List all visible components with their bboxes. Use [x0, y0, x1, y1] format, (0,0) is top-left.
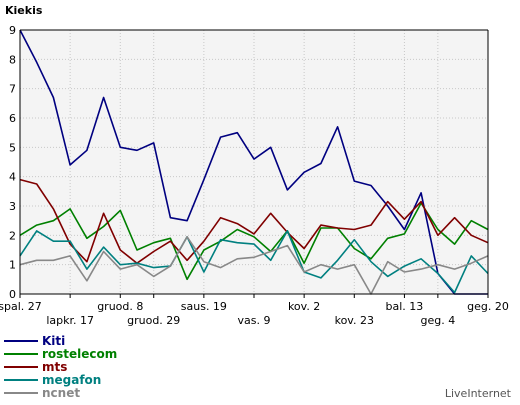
chart-title: Kiekis — [5, 4, 43, 17]
x-tick-label: gruod. 8 — [97, 300, 143, 313]
legend-label: megafon — [42, 373, 101, 387]
x-tick-label: vas. 9 — [238, 314, 271, 327]
x-tick-label: spal. 27 — [0, 300, 42, 313]
x-tick-label: kov. 23 — [335, 314, 374, 327]
y-tick-label: 6 — [9, 112, 16, 125]
legend-label: mts — [42, 360, 67, 374]
plot-area: 0 1 2 3 4 5 6 7 8 9 spal. 27 gruod. 8 saus. 19 kov. 2… — [0, 24, 509, 327]
x-tick-label: saus. 19 — [181, 300, 227, 313]
legend-label: Kiti — [42, 334, 65, 348]
legend-label: rostelecom — [42, 347, 117, 361]
x-tick-label: geg. 4 — [420, 314, 455, 327]
y-tick-label: 4 — [9, 171, 16, 184]
x-tick-label: lapkr. 17 — [46, 314, 94, 327]
legend-label: ncnet — [42, 386, 80, 400]
x-tick-label: kov. 2 — [288, 300, 320, 313]
y-tick-label: 0 — [9, 288, 16, 301]
y-tick-label: 5 — [9, 141, 16, 154]
y-tick-label: 7 — [9, 83, 16, 96]
series-line-ncnet — [19, 236, 489, 295]
y-tick-label: 1 — [9, 259, 16, 272]
y-tick-label: 3 — [9, 200, 16, 213]
y-tick-label: 9 — [9, 24, 16, 37]
x-tick-label: geg. 20 — [467, 300, 509, 313]
x-tick-label: gruod. 29 — [127, 314, 180, 327]
series-line-megafon — [19, 230, 489, 294]
series-line-mts — [19, 178, 489, 265]
x-tick-label: bal. 13 — [386, 300, 424, 313]
y-tick-label: 2 — [9, 229, 16, 242]
credit-label: LiveInternet — [445, 387, 512, 400]
y-tick-label: 8 — [9, 53, 16, 66]
series-line-kiti — [19, 29, 488, 295]
